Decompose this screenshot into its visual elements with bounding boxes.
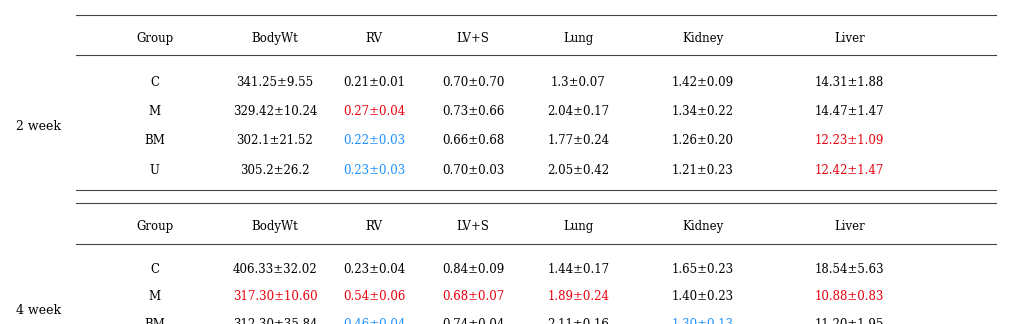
Text: C: C [151, 76, 159, 89]
Text: 0.73±0.66: 0.73±0.66 [442, 105, 504, 118]
Text: 4 week: 4 week [16, 304, 61, 317]
Text: 305.2±26.2: 305.2±26.2 [241, 164, 309, 177]
Text: 0.21±0.01: 0.21±0.01 [343, 76, 405, 89]
Text: RV: RV [366, 220, 382, 233]
Text: 11.20±1.95: 11.20±1.95 [815, 318, 884, 324]
Text: RV: RV [366, 32, 382, 45]
Text: 12.42±1.47: 12.42±1.47 [815, 164, 884, 177]
Text: 12.23±1.09: 12.23±1.09 [815, 134, 884, 147]
Text: 1.42±0.09: 1.42±0.09 [671, 76, 734, 89]
Text: 2 week: 2 week [16, 120, 61, 133]
Text: Group: Group [136, 220, 173, 233]
Text: LV+S: LV+S [457, 32, 489, 45]
Text: Lung: Lung [563, 32, 593, 45]
Text: 0.22±0.03: 0.22±0.03 [343, 134, 405, 147]
Text: 0.74±0.04: 0.74±0.04 [442, 318, 504, 324]
Text: 312.30±35.84: 312.30±35.84 [233, 318, 317, 324]
Text: LV+S: LV+S [457, 220, 489, 233]
Text: Lung: Lung [563, 220, 593, 233]
Text: 0.68±0.07: 0.68±0.07 [442, 290, 504, 303]
Text: 2.05±0.42: 2.05±0.42 [547, 164, 610, 177]
Text: U: U [150, 164, 160, 177]
Text: Liver: Liver [834, 32, 864, 45]
Text: 10.88±0.83: 10.88±0.83 [815, 290, 884, 303]
Text: 1.89±0.24: 1.89±0.24 [547, 290, 610, 303]
Text: BodyWt: BodyWt [252, 32, 298, 45]
Text: 14.47±1.47: 14.47±1.47 [815, 105, 884, 118]
Text: 341.25±9.55: 341.25±9.55 [237, 76, 313, 89]
Text: 0.27±0.04: 0.27±0.04 [343, 105, 405, 118]
Text: 406.33±32.02: 406.33±32.02 [233, 263, 317, 276]
Text: 0.23±0.03: 0.23±0.03 [343, 164, 405, 177]
Text: Liver: Liver [834, 220, 864, 233]
Text: 0.70±0.70: 0.70±0.70 [442, 76, 504, 89]
Text: 18.54±5.63: 18.54±5.63 [815, 263, 884, 276]
Text: 1.3±0.07: 1.3±0.07 [551, 76, 606, 89]
Text: BM: BM [145, 134, 165, 147]
Text: 0.84±0.09: 0.84±0.09 [442, 263, 504, 276]
Text: 1.34±0.22: 1.34±0.22 [671, 105, 734, 118]
Text: 329.42±10.24: 329.42±10.24 [233, 105, 317, 118]
Text: 1.44±0.17: 1.44±0.17 [547, 263, 610, 276]
Text: 0.66±0.68: 0.66±0.68 [442, 134, 504, 147]
Text: 1.21±0.23: 1.21±0.23 [671, 164, 734, 177]
Text: C: C [151, 263, 159, 276]
Text: Kidney: Kidney [682, 32, 723, 45]
Text: 14.31±1.88: 14.31±1.88 [815, 76, 884, 89]
Text: 0.23±0.04: 0.23±0.04 [343, 263, 405, 276]
Text: M: M [149, 290, 161, 303]
Text: Kidney: Kidney [682, 220, 723, 233]
Text: BodyWt: BodyWt [252, 220, 298, 233]
Text: BM: BM [145, 318, 165, 324]
Text: 1.40±0.23: 1.40±0.23 [671, 290, 734, 303]
Text: 1.65±0.23: 1.65±0.23 [671, 263, 734, 276]
Text: M: M [149, 105, 161, 118]
Text: 302.1±21.52: 302.1±21.52 [237, 134, 313, 147]
Text: 2.04±0.17: 2.04±0.17 [547, 105, 610, 118]
Text: 317.30±10.60: 317.30±10.60 [233, 290, 317, 303]
Text: 1.30±0.13: 1.30±0.13 [671, 318, 734, 324]
Text: 0.54±0.06: 0.54±0.06 [343, 290, 405, 303]
Text: 0.70±0.03: 0.70±0.03 [442, 164, 504, 177]
Text: 1.77±0.24: 1.77±0.24 [547, 134, 610, 147]
Text: 0.46±0.04: 0.46±0.04 [343, 318, 405, 324]
Text: Group: Group [136, 32, 173, 45]
Text: 1.26±0.20: 1.26±0.20 [671, 134, 734, 147]
Text: 2.11±0.16: 2.11±0.16 [547, 318, 610, 324]
